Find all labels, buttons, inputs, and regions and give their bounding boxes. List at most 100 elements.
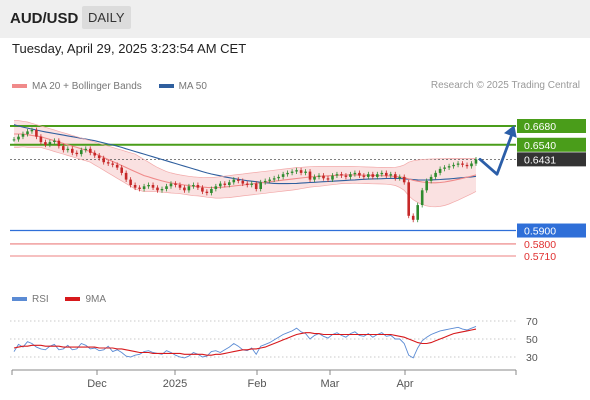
rsi-swatch — [12, 297, 27, 301]
legend-item-ma50: MA 50 — [158, 80, 207, 92]
candle-body — [30, 130, 34, 132]
candle-body — [219, 183, 222, 187]
candle-body — [17, 136, 20, 140]
legend-item-rsi: RSI — [12, 294, 49, 305]
candle-body — [201, 187, 204, 192]
candle-body — [214, 186, 218, 189]
candle-body — [57, 140, 61, 147]
candle-body — [259, 182, 262, 189]
candle-body — [281, 174, 285, 177]
candle-body — [389, 174, 393, 176]
candle-body — [62, 146, 65, 151]
candle-body — [398, 176, 401, 179]
candle-body — [48, 142, 52, 145]
candle-body — [268, 179, 271, 181]
candle-body — [232, 179, 236, 183]
candle-body — [434, 172, 437, 177]
candle-body — [438, 168, 442, 173]
candle-body — [380, 172, 384, 175]
candle-body — [326, 178, 330, 180]
rsi-ma-line — [13, 328, 477, 356]
candle-body — [174, 183, 177, 185]
candle-body — [39, 136, 43, 143]
candle-body — [420, 190, 424, 205]
candle-body — [407, 182, 410, 216]
candle-body — [147, 185, 150, 187]
candle-body — [228, 182, 231, 185]
candle-body — [97, 155, 101, 159]
rsi-line — [13, 325, 477, 359]
candle-body — [385, 172, 388, 176]
candle-body — [470, 163, 473, 167]
candle-body — [263, 180, 267, 183]
candle-body — [93, 152, 96, 156]
legend-item-9ma: 9MA — [65, 294, 106, 305]
candle-body — [254, 183, 258, 189]
x-tick-label: Feb — [248, 378, 267, 390]
candle-body — [192, 185, 195, 187]
pivot-label: 0.5900 — [524, 226, 556, 238]
legend-label-ma50: MA 50 — [178, 80, 207, 92]
candle-body — [367, 174, 370, 177]
instrument-title: AUD/USD — [10, 10, 79, 27]
candle-body — [44, 142, 47, 145]
candle-body — [250, 183, 253, 185]
price-legend: MA 20 + Bollinger Bands MA 50 — [12, 80, 221, 92]
candle-body — [317, 175, 321, 177]
resistance-label: 0.6680 — [524, 121, 556, 133]
candle-body — [295, 170, 298, 172]
candle-body — [133, 185, 137, 188]
support-label: 0.5710 — [524, 251, 556, 263]
candle-body — [331, 175, 334, 180]
candle-body — [26, 131, 29, 135]
candle-body — [142, 186, 146, 189]
candle-body — [443, 167, 446, 169]
candle-body — [183, 187, 186, 191]
ma50-swatch — [158, 84, 174, 88]
candle-body — [402, 176, 406, 183]
candle-body — [71, 148, 74, 153]
candle-body — [411, 215, 415, 220]
candle-body — [290, 171, 294, 173]
chart-header: AUD/USD DAILY — [0, 0, 590, 38]
candle-body — [394, 174, 397, 179]
candle-body — [272, 178, 276, 180]
candle-body — [425, 180, 428, 191]
candle-body — [299, 170, 303, 173]
candle-body — [165, 186, 168, 189]
candle-body — [120, 167, 123, 173]
candle-body — [308, 171, 312, 180]
candle-body — [151, 185, 155, 188]
candle-body — [210, 189, 213, 193]
candle-body — [277, 176, 280, 179]
candle-body — [196, 185, 200, 188]
candle-body — [429, 176, 433, 181]
timeframe-badge[interactable]: DAILY — [82, 6, 131, 29]
candle-body — [84, 148, 88, 151]
candle-body — [124, 172, 128, 180]
legend-label-ma20: MA 20 + Bollinger Bands — [32, 80, 142, 92]
candle-body — [138, 187, 141, 189]
candle-body — [322, 175, 325, 179]
candle-body — [286, 172, 289, 175]
candle-body — [75, 152, 79, 155]
bollinger-lower-line — [14, 146, 477, 208]
rsi-tick-label: 50 — [526, 334, 538, 346]
candle-body — [340, 174, 343, 176]
candle-body — [169, 183, 173, 187]
candle-body — [160, 189, 164, 191]
credit-text: Research © 2025 Trading Central — [430, 80, 580, 91]
rsi-legend: RSI 9MA — [12, 293, 120, 305]
candle-body — [102, 158, 105, 163]
candle-body — [362, 175, 366, 177]
candle-body — [129, 179, 132, 185]
resistance-label: 0.6540 — [524, 140, 556, 152]
candle-body — [178, 185, 182, 188]
x-tick-label: Mar — [321, 378, 340, 390]
x-tick-label: Dec — [87, 378, 107, 390]
candle-body — [376, 174, 379, 177]
candle-body — [452, 164, 455, 167]
candle-body — [456, 163, 460, 165]
support-label: 0.5800 — [524, 239, 556, 251]
